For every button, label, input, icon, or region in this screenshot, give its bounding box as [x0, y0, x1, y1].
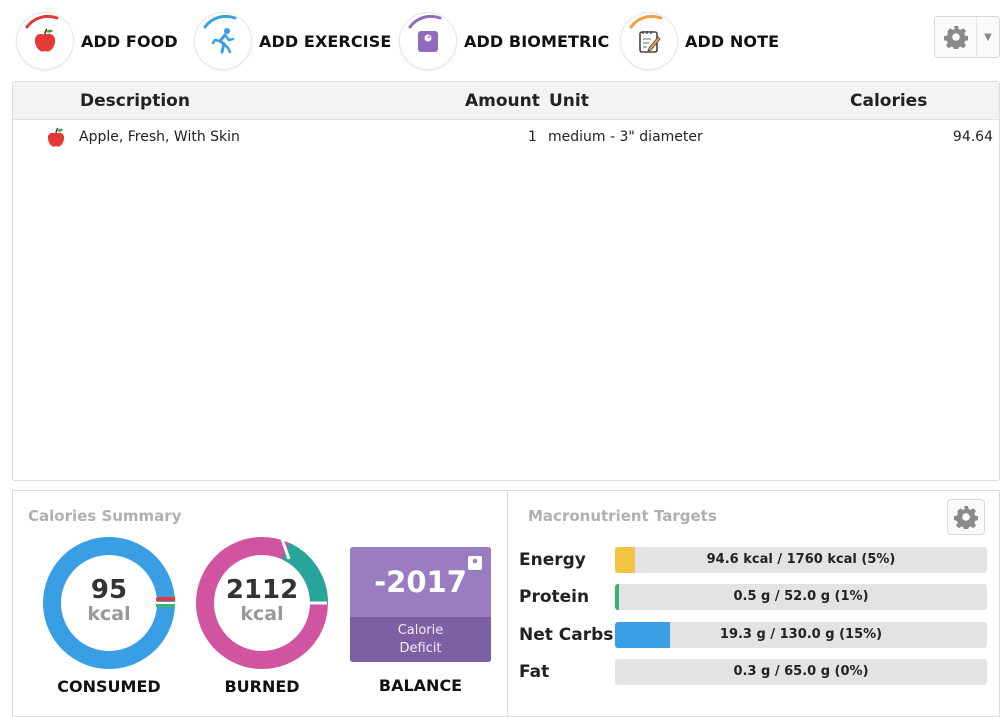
diary-table: Description Amount Unit Calories Apple, …	[12, 81, 1000, 481]
burned-caption: BURNED	[224, 677, 300, 696]
apple-icon	[34, 28, 56, 52]
balance-card-top	[350, 547, 491, 617]
table-header: Description Amount Unit Calories	[13, 82, 999, 120]
add-exercise-icon-circle	[195, 13, 251, 69]
macro-label: Fat	[519, 662, 550, 682]
settings-split-button[interactable]: ▼	[934, 16, 1000, 58]
macro-bar-text: 19.3 g / 130.0 g (15%)	[719, 627, 883, 642]
macro-bar: 19.3 g / 130.0 g (15%)	[615, 622, 987, 648]
column-unit[interactable]: Unit	[549, 91, 589, 111]
consumed-unit: kcal	[87, 603, 131, 625]
balance-value: -2017	[374, 565, 467, 599]
caret-down-icon[interactable]: ▼	[984, 31, 992, 43]
add-food-label: ADD FOOD	[81, 31, 178, 51]
gear-icon	[954, 506, 978, 529]
toolbar: ADD FOOD ADD EXERCISE	[0, 0, 1000, 80]
macro-bar-text: 0.5 g / 52.0 g (1%)	[733, 589, 869, 604]
calories-summary-title: Calories Summary	[28, 507, 182, 525]
column-description[interactable]: Description	[80, 91, 190, 111]
consumed-value: 95	[90, 575, 128, 605]
macro-row-protein: Protein 0.5 g / 52.0 g (1%)	[519, 583, 989, 611]
scale-icon	[467, 555, 483, 575]
column-calories[interactable]: Calories	[850, 91, 928, 111]
macro-bar: 0.5 g / 52.0 g (1%)	[615, 584, 987, 610]
balance-label-line1: Calorie	[397, 623, 444, 638]
burned-unit: kcal	[240, 603, 284, 625]
add-exercise-label: ADD EXERCISE	[259, 31, 392, 51]
macro-bar: 94.6 kcal / 1760 kcal (5%)	[615, 547, 987, 573]
macro-row-net-carbs: Net Carbs 19.3 g / 130.0 g (15%)	[519, 621, 989, 649]
add-note-label: ADD NOTE	[685, 31, 780, 51]
apple-icon	[46, 127, 66, 153]
consumed-ring	[43, 537, 175, 669]
balance-caption: BALANCE	[378, 676, 463, 695]
scale-icon	[418, 31, 438, 52]
macro-label: Net Carbs	[519, 625, 614, 645]
balance-label-line2: Deficit	[399, 641, 442, 656]
burned-donut: 2112 kcal	[196, 537, 328, 669]
macro-bar: 0.3 g / 65.0 g (0%)	[615, 659, 987, 685]
macro-bar-text: 0.3 g / 65.0 g (0%)	[733, 664, 869, 679]
row-amount: 1	[528, 129, 537, 145]
notepad-icon	[639, 31, 661, 53]
add-note-icon-circle	[621, 13, 677, 69]
add-biometric-icon-circle	[400, 13, 456, 69]
consumed-caption: CONSUMED	[57, 677, 161, 696]
calories-summary-panel: Calories Summary 95 kcal CONSUMED 2112 k…	[12, 490, 508, 717]
macro-bar-fill	[615, 584, 619, 610]
macronutrient-title: Macronutrient Targets	[528, 507, 717, 525]
row-unit: medium - 3" diameter	[548, 129, 703, 145]
macro-bar-fill	[615, 547, 635, 573]
burned-value: 2112	[225, 575, 299, 605]
row-calories: 94.64	[952, 129, 993, 145]
balance-label: Calorie Deficit	[350, 622, 491, 658]
macro-row-energy: Energy 94.6 kcal / 1760 kcal (5%)	[519, 546, 989, 574]
runner-icon	[211, 28, 235, 54]
macro-settings-button[interactable]	[947, 499, 985, 535]
burned-ring	[196, 537, 328, 669]
macro-label: Energy	[519, 550, 586, 570]
table-row[interactable]: Apple, Fresh, With Skin 1 medium - 3" di…	[13, 120, 999, 156]
add-food-button[interactable]: ADD FOOD	[17, 12, 178, 70]
add-biometric-button[interactable]: ADD BIOMETRIC	[400, 12, 609, 70]
macro-row-fat: Fat 0.3 g / 65.0 g (0%)	[519, 658, 989, 686]
add-note-button[interactable]: ADD NOTE	[621, 12, 779, 70]
row-description: Apple, Fresh, With Skin	[79, 129, 240, 145]
settings-button[interactable]	[935, 17, 977, 57]
add-biometric-label: ADD BIOMETRIC	[464, 31, 610, 51]
gear-icon	[943, 26, 968, 49]
add-exercise-button[interactable]: ADD EXERCISE	[195, 12, 391, 70]
balance-card[interactable]: -2017 Calorie Deficit	[350, 547, 491, 662]
column-amount[interactable]: Amount	[465, 91, 540, 111]
macro-label: Protein	[519, 587, 590, 607]
consumed-donut: 95 kcal	[43, 537, 175, 669]
macronutrient-panel: Macronutrient Targets Energy 94.6 kcal /…	[508, 490, 1000, 717]
balance-card-bottom	[350, 617, 491, 662]
macro-bar-fill	[615, 622, 670, 648]
add-food-icon-circle	[17, 13, 73, 69]
macro-bar-text: 94.6 kcal / 1760 kcal (5%)	[706, 552, 896, 567]
